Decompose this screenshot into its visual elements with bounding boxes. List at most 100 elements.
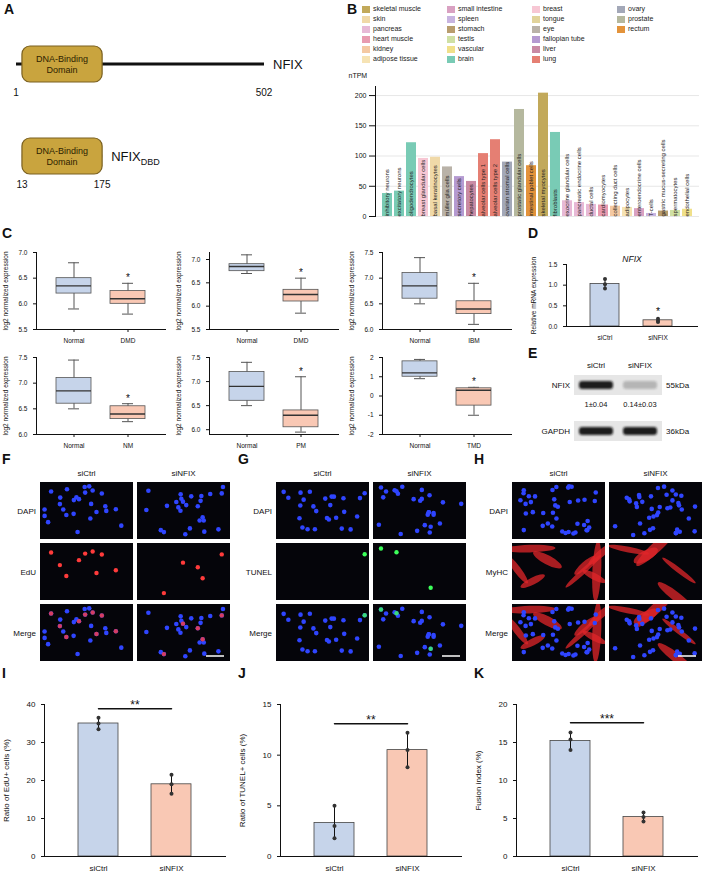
svg-text:6.0: 6.0 <box>18 431 27 438</box>
svg-text:Normal: Normal <box>237 442 259 449</box>
svg-text:100: 100 <box>355 152 367 159</box>
svg-text:6.0: 6.0 <box>191 302 200 309</box>
svg-text:siNFIX: siNFIX <box>172 469 197 478</box>
svg-text:NFIXDBD: NFIXDBD <box>111 149 160 167</box>
svg-text:siNFIX: siNFIX <box>632 864 657 873</box>
svg-text:-2: -2 <box>368 431 374 438</box>
svg-text:150: 150 <box>355 122 367 129</box>
svg-text:endothelial cells: endothelial cells <box>684 174 690 217</box>
svg-text:inhibitory neurons: inhibitory neurons <box>384 169 390 216</box>
svg-text:6.0: 6.0 <box>18 300 27 307</box>
svg-text:*: * <box>299 366 303 377</box>
svg-text:7.0: 7.0 <box>191 378 200 385</box>
svg-text:10: 10 <box>499 776 508 785</box>
svg-text:6.5: 6.5 <box>18 405 27 412</box>
svg-text:Normal: Normal <box>410 442 432 449</box>
svg-text:IBM: IBM <box>468 337 480 344</box>
svg-text:siCtrl: siCtrl <box>89 864 107 873</box>
svg-text:siCtrl: siCtrl <box>325 864 343 873</box>
svg-text:*: * <box>656 305 660 317</box>
svg-text:siNFIX: siNFIX <box>644 469 669 478</box>
svg-text:15: 15 <box>263 700 272 709</box>
svg-text:10: 10 <box>263 751 272 760</box>
svg-text:siNFIX: siNFIX <box>160 864 185 873</box>
svg-text:DMD: DMD <box>121 337 136 344</box>
svg-text:fibroblasts: fibroblasts <box>552 189 558 216</box>
svg-text:**: ** <box>130 698 140 712</box>
svg-text:7.0: 7.0 <box>18 379 27 386</box>
svg-text:*: * <box>472 376 476 387</box>
svg-text:Ratio of EdU+ cells (%): Ratio of EdU+ cells (%) <box>2 739 11 822</box>
svg-text:*: * <box>126 393 130 404</box>
svg-text:Fusion index (%): Fusion index (%) <box>474 750 483 810</box>
svg-text:5.5: 5.5 <box>18 326 27 333</box>
svg-text:7.0: 7.0 <box>191 256 200 263</box>
svg-text:6.5: 6.5 <box>191 402 200 409</box>
svg-text:Normal: Normal <box>237 337 259 344</box>
svg-text:TMD: TMD <box>467 442 481 449</box>
svg-text:7.0: 7.0 <box>364 274 373 281</box>
svg-text:Merge: Merge <box>249 629 272 638</box>
svg-text:cardiomyocytes: cardiomyocytes <box>600 175 606 217</box>
svg-text:breast glandular cells: breast glandular cells <box>420 160 426 217</box>
svg-text:enteroendocrine cells: enteroendocrine cells <box>636 159 642 216</box>
svg-text:175: 175 <box>94 179 111 190</box>
svg-text:alveolar cells type 1: alveolar cells type 1 <box>480 163 486 216</box>
svg-text:GAPDH: GAPDH <box>542 427 571 436</box>
svg-text:siNFIX: siNFIX <box>396 864 421 873</box>
svg-text:NM: NM <box>123 442 133 449</box>
svg-text:intestinal goblet cells: intestinal goblet cells <box>528 161 534 216</box>
svg-text:collecting duct cells: collecting duct cells <box>612 165 618 217</box>
svg-text:20: 20 <box>27 776 36 785</box>
svg-text:200: 200 <box>355 92 367 99</box>
svg-text:siCtrl: siCtrl <box>561 864 579 873</box>
svg-text:*: * <box>472 272 476 283</box>
svg-text:DAPI: DAPI <box>253 507 272 516</box>
svg-text:PM: PM <box>296 442 306 449</box>
svg-text:DAPI: DAPI <box>17 507 36 516</box>
svg-text:6.5: 6.5 <box>18 274 27 281</box>
svg-text:nTPM: nTPM <box>349 72 368 79</box>
svg-text:NFIX: NFIX <box>552 381 571 390</box>
svg-text:DNA-Binding: DNA-Binding <box>36 146 88 156</box>
svg-text:0.5: 0.5 <box>548 302 557 309</box>
svg-text:log2 normalized expression: log2 normalized expression <box>175 356 183 436</box>
svg-text:siCtrl: siCtrl <box>313 469 331 478</box>
svg-text:0: 0 <box>503 852 508 861</box>
svg-text:siCtrl: siCtrl <box>549 469 567 478</box>
svg-text:55kDa: 55kDa <box>666 381 690 390</box>
svg-text:1.0: 1.0 <box>548 281 557 288</box>
svg-text:7.5: 7.5 <box>18 354 27 361</box>
svg-text:6.0: 6.0 <box>191 426 200 433</box>
svg-text:NFIX: NFIX <box>273 57 303 72</box>
svg-text:prostatic glandular cells: prostatic glandular cells <box>516 154 522 217</box>
svg-text:1±0.04: 1±0.04 <box>585 400 608 409</box>
svg-text:Merge: Merge <box>13 629 36 638</box>
svg-text:1.5: 1.5 <box>548 261 557 268</box>
svg-text:*: * <box>126 272 130 283</box>
svg-text:5: 5 <box>503 814 508 823</box>
svg-text:pancreatic endocrine cells: pancreatic endocrine cells <box>576 147 582 216</box>
svg-text:Merge: Merge <box>485 629 508 638</box>
svg-text:*: * <box>299 267 303 278</box>
svg-text:Ratio of TUNEL+ cells (%): Ratio of TUNEL+ cells (%) <box>238 733 247 827</box>
svg-text:T-cells: T-cells <box>648 199 654 216</box>
svg-text:log2 normalized expression: log2 normalized expression <box>2 356 10 436</box>
svg-text:Domain: Domain <box>47 157 78 167</box>
svg-text:0: 0 <box>370 392 374 399</box>
svg-text:siNFIX: siNFIX <box>408 469 433 478</box>
svg-text:1: 1 <box>13 87 19 98</box>
svg-text:502: 502 <box>256 87 273 98</box>
svg-text:siNFIX: siNFIX <box>628 361 653 370</box>
svg-text:müller glia cells: müller glia cells <box>444 175 450 216</box>
svg-text:6.0: 6.0 <box>364 326 373 333</box>
svg-text:7.5: 7.5 <box>191 354 200 361</box>
svg-text:ductal cells: ductal cells <box>588 187 594 217</box>
svg-text:skeletal myocytes: skeletal myocytes <box>540 169 546 216</box>
svg-text:siCtrl: siCtrl <box>598 334 613 341</box>
svg-text:Normal: Normal <box>64 337 86 344</box>
svg-text:secretory cells: secretory cells <box>456 178 462 216</box>
svg-text:6.5: 6.5 <box>191 279 200 286</box>
svg-text:Relative mRNA expression: Relative mRNA expression <box>530 256 538 334</box>
svg-text:30: 30 <box>27 738 36 747</box>
